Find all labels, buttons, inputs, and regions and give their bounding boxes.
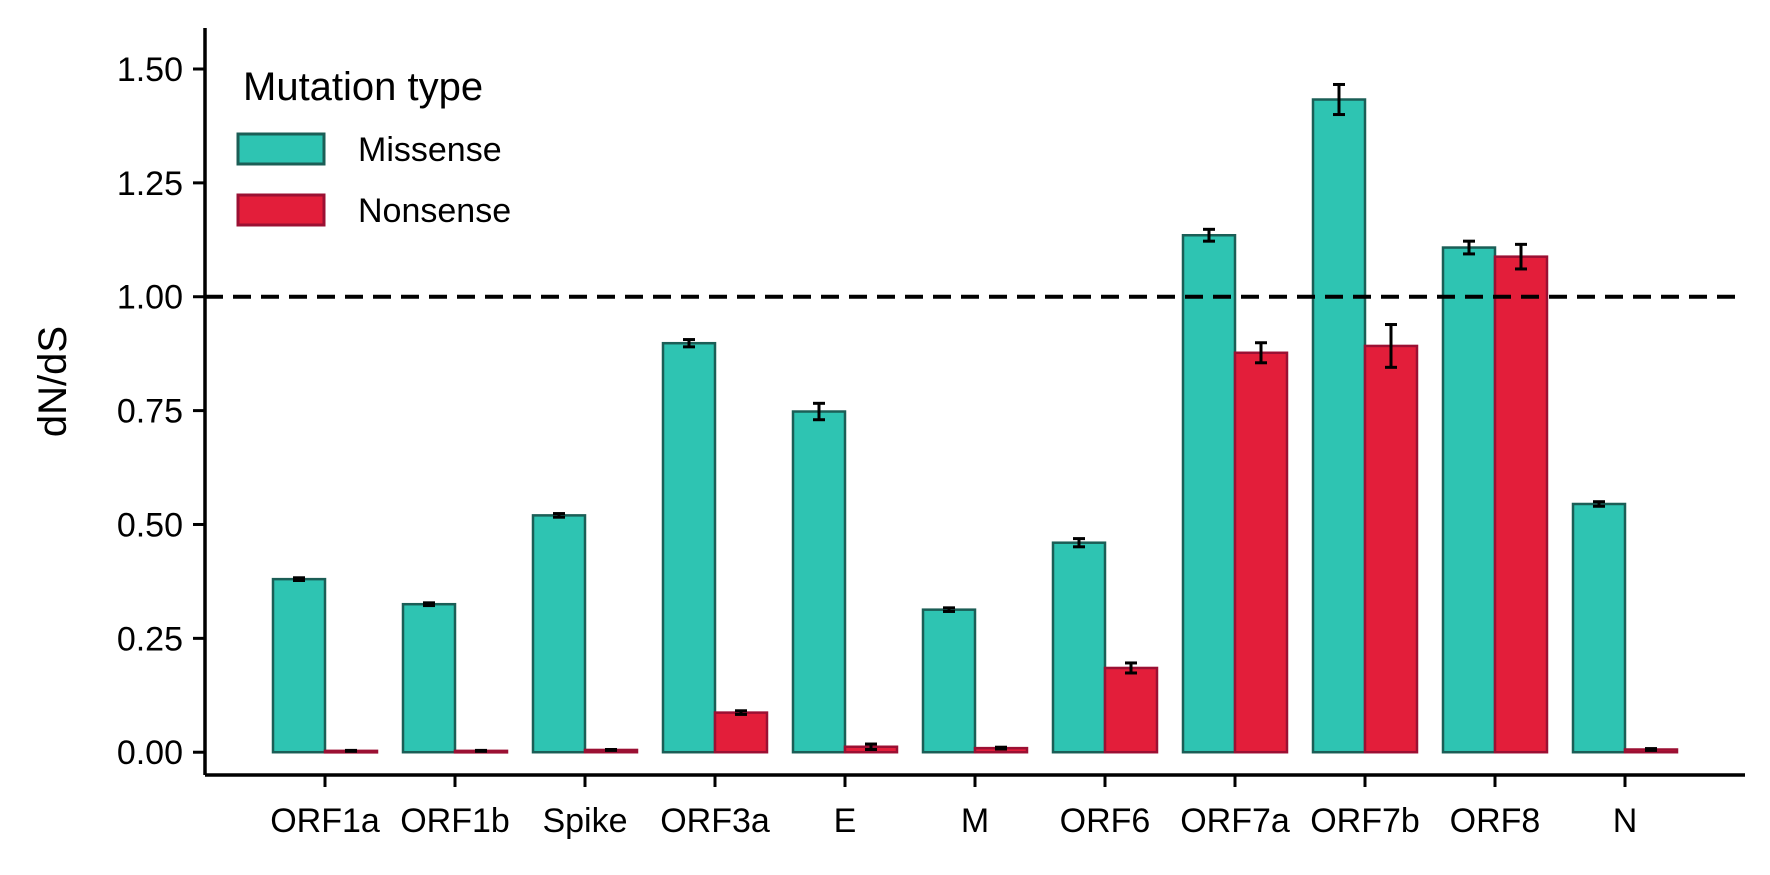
bar-missense-orf8 [1441,246,1497,754]
bar-nonsense-orf8 [1493,255,1549,754]
y-tick-label: 0.00 [117,734,183,772]
y-tick-label: 1.00 [117,279,183,317]
bar-nonsense-orf7b [1363,344,1419,754]
x-tick-label-orf7a: ORF7a [1180,802,1290,840]
x-tick-label-orf7b: ORF7b [1310,802,1420,840]
y-tick-label: 1.50 [117,51,183,89]
bar-nonsense-orf3a [713,711,769,754]
bar-missense-orf7a [1181,233,1237,754]
bar-missense-m [921,608,977,754]
legend-label-missense: Missense [358,131,502,169]
x-tick-label-orf1b: ORF1b [400,802,510,840]
x-tick-label-e: E [834,802,857,840]
legend-swatch-missense [236,132,326,166]
bar-missense-orf7b [1311,98,1367,754]
bar-missense-orf1b [401,602,457,754]
x-tick-label-n: N [1613,802,1638,840]
y-axis-label: dN/dS [31,326,75,437]
y-tick-label: 0.50 [117,506,183,544]
bar-nonsense-orf6 [1103,666,1159,754]
y-tick-label: 1.25 [117,165,183,203]
legend-title: Mutation type [243,65,483,109]
x-tick-label-orf8: ORF8 [1450,802,1541,840]
x-tick-label-orf1a: ORF1a [270,802,380,840]
x-tick-label-orf6: ORF6 [1060,802,1151,840]
bar-missense-spike [531,514,587,754]
x-tick-label-spike: Spike [542,802,627,840]
bar-missense-orf3a [661,341,717,754]
bar-missense-orf1a [271,577,327,754]
y-tick-label: 0.75 [117,393,183,431]
legend-swatch-nonsense [236,193,326,227]
bar-missense-orf6 [1051,541,1107,754]
bar-nonsense-orf7a [1233,351,1289,754]
legend-label-nonsense: Nonsense [358,192,511,230]
bar-missense-n [1571,502,1627,754]
x-tick-label-orf3a: ORF3a [660,802,770,840]
y-tick-label: 0.25 [117,620,183,658]
bar-missense-e [791,410,847,754]
x-tick-label-m: M [961,802,989,840]
